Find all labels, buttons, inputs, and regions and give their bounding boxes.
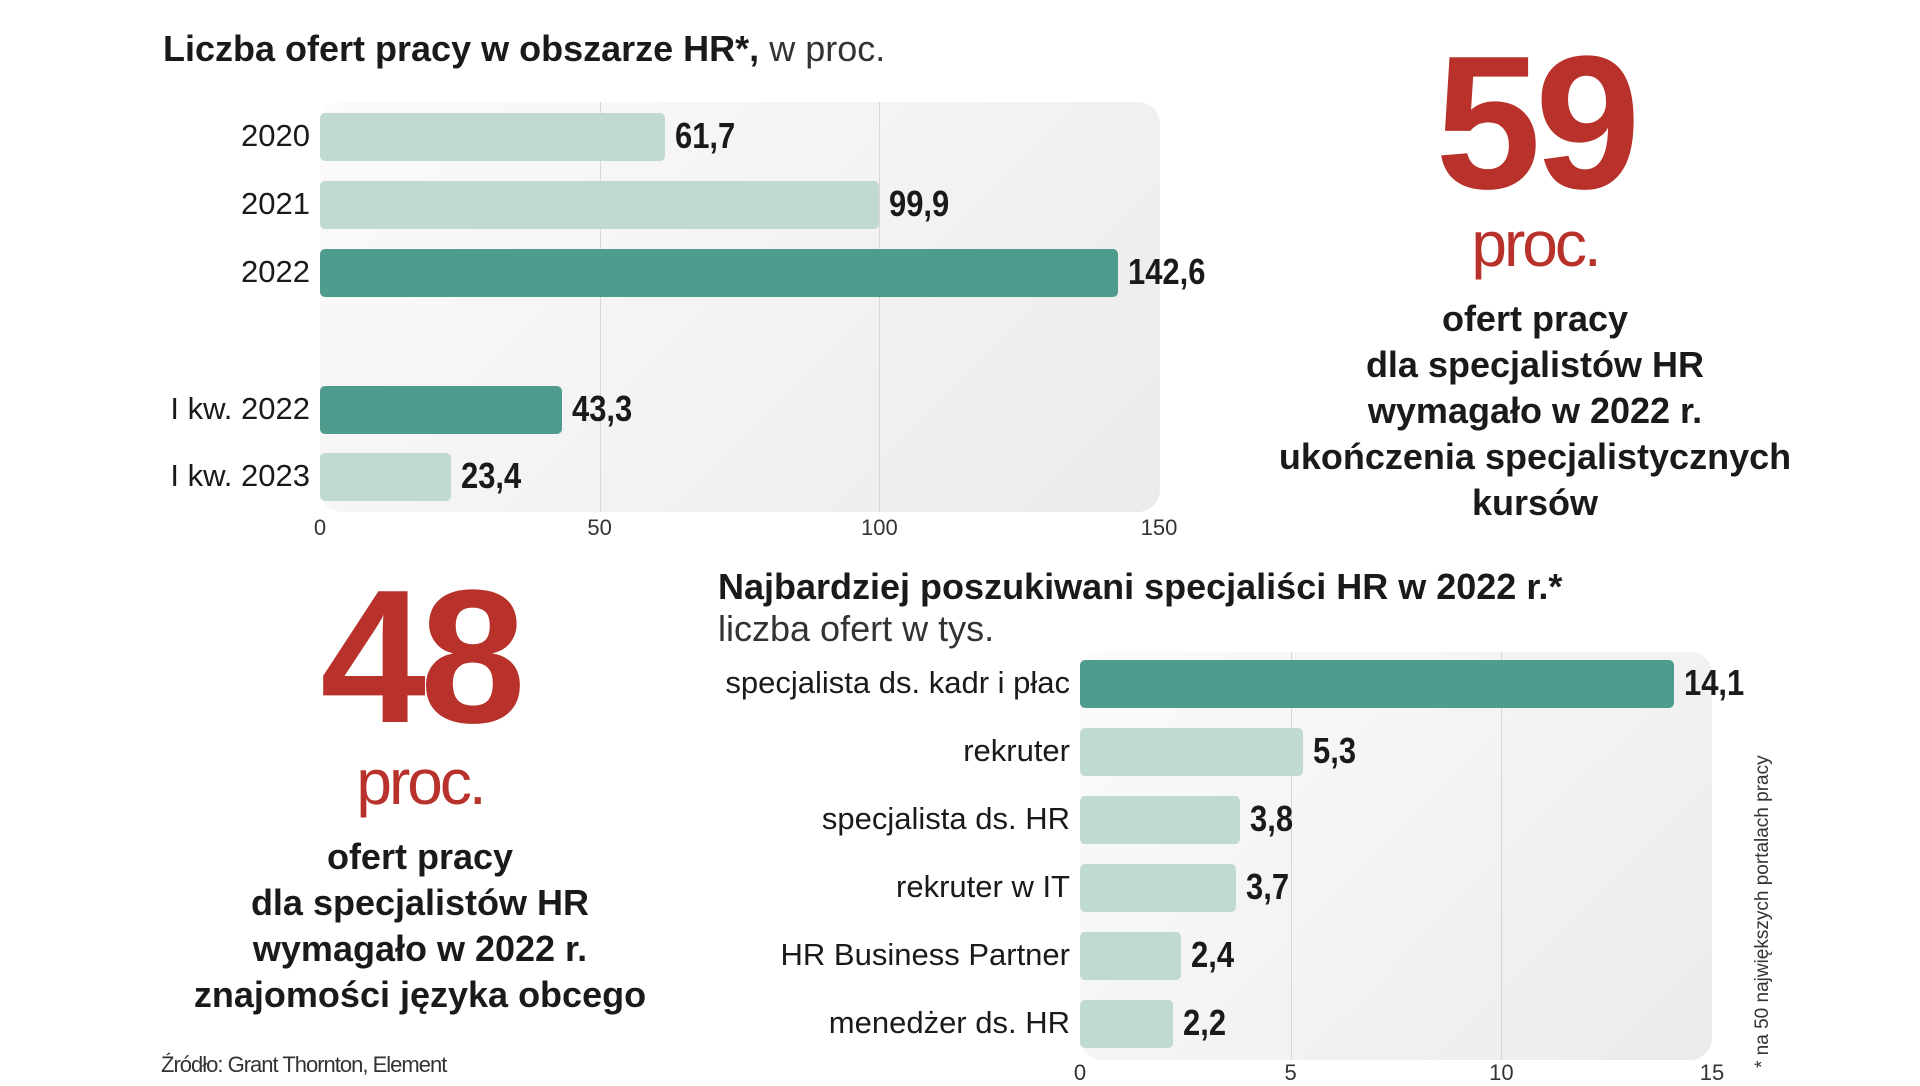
- value-label: 43,3: [572, 388, 633, 429]
- stat-top-line: dla specjalistów HR: [1365, 344, 1705, 385]
- value-label: 5,3: [1313, 730, 1357, 771]
- stat-bottom-line: wymagało w 2022 r.: [252, 928, 588, 969]
- x-tick-label: 10: [1489, 1060, 1514, 1085]
- value-label: 2,4: [1191, 934, 1235, 975]
- bar: [320, 453, 451, 501]
- value-label: 3,7: [1245, 866, 1289, 907]
- value-label: 23,4: [460, 455, 522, 496]
- stat-top-line: ukończenia specjalistycznych: [1278, 436, 1792, 477]
- category-label: menedżer ds. HR: [828, 1005, 1070, 1040]
- value-label: 3,8: [1250, 798, 1294, 839]
- gridline: [1501, 652, 1503, 1060]
- source-note: Źródło: Grant Thornton, Element: [161, 1052, 447, 1077]
- bar: [1080, 932, 1182, 980]
- category-label: specjalista ds. kadr i płac: [725, 665, 1070, 700]
- x-tick-label: 5: [1284, 1060, 1297, 1085]
- chart2-subtitle: liczba ofert w tys.: [718, 608, 995, 649]
- bar: [1080, 1000, 1173, 1048]
- bar: [320, 113, 666, 161]
- value-label: 142,6: [1127, 251, 1206, 292]
- chart2-plot-area: [1080, 652, 1712, 1060]
- stat-bottom-unit: proc.: [356, 746, 486, 818]
- category-label: specjalista ds. HR: [821, 801, 1070, 836]
- x-tick-label: 15: [1699, 1060, 1725, 1085]
- x-tick-label: 50: [587, 515, 612, 540]
- chart2-title-block: Najbardziej poszukiwani specjaliści HR w…: [718, 566, 1562, 650]
- gridline: [1290, 652, 1292, 1060]
- category-label: I kw. 2023: [170, 458, 310, 493]
- stat-bottom-line: znajomości języka obcego: [193, 974, 647, 1015]
- x-tick-label: 100: [860, 515, 898, 540]
- value-label: 14,1: [1684, 662, 1745, 703]
- x-tick-label: 0: [1073, 1060, 1087, 1085]
- bar: [1080, 864, 1236, 912]
- value-label: 61,7: [675, 115, 736, 156]
- category-label: rekruter w IT: [896, 869, 1070, 904]
- chart1-subtitle: w proc.: [769, 28, 886, 69]
- x-tick-label: 0: [313, 515, 327, 540]
- category-label: rekruter: [963, 733, 1070, 768]
- bar: [320, 249, 1118, 297]
- footnote: * na 50 największych portalach pracy: [1752, 755, 1773, 1068]
- x-tick-label: 150: [1140, 515, 1178, 540]
- category-label: 2021: [241, 186, 310, 221]
- chart1-plot-area: [320, 102, 1160, 512]
- category-label: 2020: [241, 118, 310, 153]
- value-label: 2,2: [1182, 1002, 1226, 1043]
- bar: [320, 386, 563, 434]
- stat-bottom-line: ofert pracy: [326, 836, 514, 877]
- bar: [1080, 728, 1304, 776]
- stat-bottom-text: ofert pracy dla specjalistów HR wymagało…: [130, 834, 710, 1018]
- stat-bottom-line: dla specjalistów HR: [250, 882, 590, 923]
- bar: [320, 181, 879, 229]
- stat-bottom-number: 48: [320, 551, 525, 763]
- stat-top-text: ofert pracy dla specjalistów HR wymagało…: [1235, 296, 1835, 526]
- gridline: [599, 102, 601, 512]
- category-label: 2022: [241, 254, 310, 289]
- bar: [1080, 660, 1675, 708]
- gridline: [879, 102, 881, 512]
- category-label: I kw. 2022: [170, 391, 310, 426]
- chart1-title-block: Liczba ofert pracy w obszarze HR*, w pro…: [163, 28, 885, 70]
- stat-top-line: kursów: [1471, 482, 1599, 523]
- chart2-title: Najbardziej poszukiwani specjaliści HR w…: [718, 566, 1563, 607]
- stat-top-unit: proc.: [1471, 208, 1601, 280]
- stat-top-number: 59: [1435, 17, 1640, 229]
- stat-top-line: ofert pracy: [1441, 298, 1629, 339]
- value-label: 99,9: [888, 183, 950, 224]
- category-label: HR Business Partner: [780, 937, 1070, 972]
- stat-top-line: wymagało w 2022 r.: [1367, 390, 1703, 431]
- chart1-title: Liczba ofert pracy w obszarze HR*,: [163, 28, 760, 69]
- bar: [1080, 796, 1241, 844]
